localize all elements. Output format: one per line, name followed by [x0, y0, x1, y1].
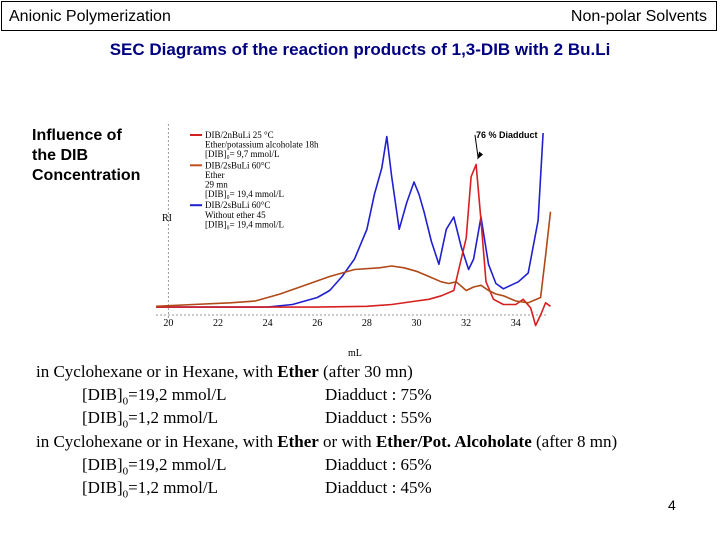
header-right-title: Non-polar Solvents: [570, 8, 707, 25]
note-concentration: [DIB]0=1,2 mmol/L: [82, 477, 218, 501]
legend-text: [DIB]₀= 19,4 mmol/L: [205, 219, 284, 229]
legend-text: DIB/2sBuLi 60°C: [205, 160, 270, 170]
x-tick-label: 22: [213, 318, 223, 329]
side-label-line: Concentration: [32, 167, 141, 184]
x-tick-label: 28: [362, 318, 372, 329]
annotation-arrowhead: [477, 151, 484, 160]
x-tick-label: 34: [511, 318, 521, 329]
note-bold: Ether: [277, 431, 319, 451]
side-label-line: Influence of: [32, 127, 122, 144]
x-axis-label: mL: [348, 348, 362, 358]
note-bold: Ether/Pot. Alcoholate: [375, 431, 532, 451]
note-diadduct: Diadduct : 75%: [325, 385, 432, 405]
note-line-5: [DIB]0=19,2 mmol/L Diadduct : 65%: [36, 453, 617, 477]
note-text: (after 8 mn): [531, 431, 618, 451]
series-line-1: [156, 132, 544, 308]
note-line-4: in Cyclohexane or in Hexane, with Ether …: [36, 430, 617, 453]
note-text: in Cyclohexane or in Hexane, with: [36, 431, 278, 451]
x-tick-label: 30: [412, 318, 422, 329]
legend-text: Without ether 45: [205, 210, 266, 220]
note-line-1: in Cyclohexane or in Hexane, with Ether …: [36, 360, 617, 383]
header-left-title: Anionic Polymerization: [9, 8, 171, 25]
note-concentration: [DIB]0=19,2 mmol/L: [82, 454, 227, 478]
note-bold: Ether: [277, 362, 319, 381]
header-box: Anionic Polymerization Non-polar Solvent…: [1, 1, 717, 31]
sec-chart-svg: 20 22 24 26 28 30 32 34 DIB/2nBuLi 25 °CEther/p…: [155, 124, 552, 359]
note-text: or with: [318, 431, 376, 451]
legend-text: Ether/potassium alcoholate 18h: [205, 140, 319, 150]
legend-text: [DIB]₀= 9,7 mmol/L: [205, 149, 279, 159]
note-concentration: [DIB]0=1,2 mmol/L: [82, 408, 218, 431]
page-number: 4: [668, 497, 676, 513]
notes-block: in Cyclohexane or in Hexane, with Ether …: [36, 360, 617, 500]
note-line-6: [DIB]0=1,2 mmol/L Diadduct : 45%: [36, 476, 617, 500]
legend-text: Ether: [205, 170, 225, 180]
note-diadduct: Diadduct : 65%: [325, 454, 432, 474]
series-line-3: [155, 211, 552, 308]
note-text: (after 30 mn): [318, 362, 413, 381]
sec-chart: 20 22 24 26 28 30 32 34 DIB/2nBuLi 25 °C Ether/p…: [150, 118, 560, 363]
note-line-3: [DIB]0=1,2 mmol/L Diadduct : 55%: [36, 406, 617, 430]
note-text: in Cyclohexane or in Hexane, with: [36, 362, 278, 381]
note-diadduct: Diadduct : 45%: [325, 477, 432, 497]
legend-text: [DIB]₀= 19,4 mmol/L: [205, 189, 284, 199]
x-tick-label: 26: [312, 318, 322, 329]
series-line-2: [156, 163, 551, 327]
legend-text: 29 mn: [205, 180, 228, 190]
annotation-arrow: [474, 134, 479, 158]
note-line-2: [DIB]0=19,2 mmol/L Diadduct : 75%: [36, 383, 617, 407]
legend-text: DIB/2sBuLi 60°C: [205, 200, 270, 210]
side-label-line: the DIB: [32, 147, 88, 164]
x-tick-label: 24: [263, 318, 273, 329]
x-tick-label: 20: [163, 318, 173, 329]
note-concentration: [DIB]0=19,2 mmol/L: [82, 385, 227, 408]
legend-text: DIB/2nBuLi 25 °C: [205, 130, 274, 140]
x-tick-label: 32: [461, 318, 471, 329]
note-diadduct: Diadduct : 55%: [325, 408, 432, 428]
y-axis-label: RI: [162, 213, 172, 224]
annotation-label: 76 % Diadduct: [476, 130, 538, 140]
side-label: Influence of the DIB Concentration: [32, 126, 140, 186]
slide-subtitle: SEC Diagrams of the reaction products of…: [109, 40, 611, 59]
